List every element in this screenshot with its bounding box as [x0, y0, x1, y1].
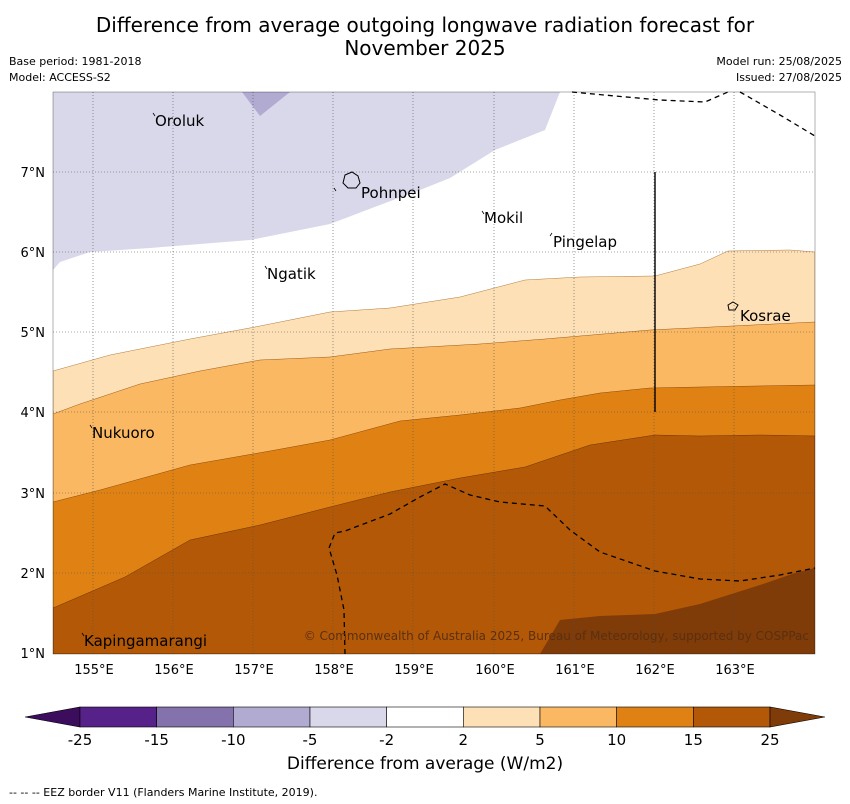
x-tick-label: 161°E [555, 663, 595, 678]
y-tick-label: 7°N [21, 166, 46, 181]
y-tick-label: 1°N [21, 647, 46, 662]
meta-left: Base period: 1981-2018 Model: ACCESS-S2 [9, 54, 141, 86]
map-frame [52, 91, 816, 655]
y-tick-label: 2°N [21, 567, 46, 582]
x-tick-label: 157°E [234, 663, 274, 678]
place-pohnpei: Pohnpei [361, 184, 421, 202]
pohnpei-island-outline [342, 171, 361, 189]
y-tick-label: 4°N [21, 406, 46, 421]
map: Oroluk Pohnpei Mokil Pingelap Ngatik Kos… [21, 91, 816, 678]
fill-15-25-band [53, 434, 815, 654]
y-tick-label: 6°N [21, 246, 46, 261]
colorbar-tick-label: -25 [68, 731, 93, 749]
island-markers [81, 112, 553, 637]
meta-right: Model run: 25/08/2025 Issued: 27/08/2025 [716, 54, 842, 86]
place-ngatik: Ngatik [267, 265, 316, 283]
chart-title: Difference from average outgoing longwav… [0, 14, 850, 60]
colorbar-segment [79, 706, 157, 728]
colorbar-ticks: -25 -15 -10 -5 -2 2 5 10 15 25 [68, 731, 780, 749]
base-period: Base period: 1981-2018 [9, 55, 142, 68]
x-tick-label: 160°E [475, 663, 515, 678]
fill-minus5-band [53, 92, 560, 270]
colorbar-segment [386, 706, 464, 728]
colorbar-segments [24, 706, 826, 728]
x-tick-label: 163°E [715, 663, 755, 678]
colorbar-extend-low [24, 706, 81, 728]
colorbar-segment [233, 706, 311, 728]
place-nukuoro: Nukuoro [92, 424, 155, 442]
eez-footnote: -- -- -- EEZ border V11 (Flanders Marine… [9, 786, 318, 799]
y-axis: 7°N 6°N 5°N 4°N 3°N 2°N 1°N [21, 166, 46, 662]
place-kapingamarangi: Kapingamarangi [84, 632, 207, 650]
gridlines [53, 92, 815, 654]
colorbar: -25 -15 -10 -5 -2 2 5 10 15 25 [24, 706, 826, 749]
colorbar-tick-label: 2 [459, 731, 469, 749]
title-line-2: November 2025 [344, 36, 506, 60]
colorbar-segment [616, 706, 694, 728]
colorbar-segment [539, 706, 617, 728]
model-name: Model: ACCESS-S2 [9, 71, 111, 84]
colorbar-tick-label: -5 [303, 731, 318, 749]
x-tick-label: 162°E [635, 663, 675, 678]
colorbar-tick-label: 15 [684, 731, 703, 749]
colorbar-tick-label: 25 [760, 731, 779, 749]
x-tick-label: 159°E [394, 663, 434, 678]
place-oroluk: Oroluk [155, 112, 204, 130]
eez-borders [328, 91, 816, 655]
colorbar-tick-label: -15 [144, 731, 169, 749]
y-tick-label: 5°N [21, 326, 46, 341]
x-tick-label: 155°E [74, 663, 114, 678]
place-pingelap: Pingelap [553, 233, 617, 251]
y-tick-label: 3°N [21, 487, 46, 502]
issued-date: Issued: 27/08/2025 [735, 71, 842, 84]
x-axis: 155°E 156°E 157°E 158°E 159°E 160°E 161°… [74, 663, 755, 678]
kosrae-island-outline [727, 301, 739, 311]
colorbar-tick-label: 5 [535, 731, 545, 749]
place-mokil: Mokil [484, 209, 523, 227]
model-run: Model run: 25/08/2025 [716, 55, 842, 68]
colorbar-segment [463, 706, 541, 728]
copyright-text: © Commonwealth of Australia 2025, Bureau… [304, 629, 809, 643]
x-tick-label: 158°E [314, 663, 354, 678]
colorbar-segment [309, 706, 387, 728]
colorbar-segment [156, 706, 234, 728]
contour-fills [53, 92, 815, 654]
colorbar-tick-label: -10 [221, 731, 246, 749]
fill-over25-band [540, 568, 815, 654]
colorbar-tick-label: 10 [607, 731, 626, 749]
islands [342, 171, 739, 311]
x-tick-label: 156°E [154, 663, 194, 678]
place-labels: Oroluk Pohnpei Mokil Pingelap Ngatik Kos… [84, 112, 791, 650]
title-line-1: Difference from average outgoing longwav… [95, 13, 755, 37]
fill-minus10-patch [242, 92, 290, 116]
colorbar-label: Difference from average (W/m2) [286, 754, 564, 774]
colorbar-segment [693, 706, 771, 728]
place-kosrae: Kosrae [740, 307, 791, 325]
colorbar-tick-label: -2 [379, 731, 394, 749]
colorbar-extend-high [769, 706, 826, 728]
